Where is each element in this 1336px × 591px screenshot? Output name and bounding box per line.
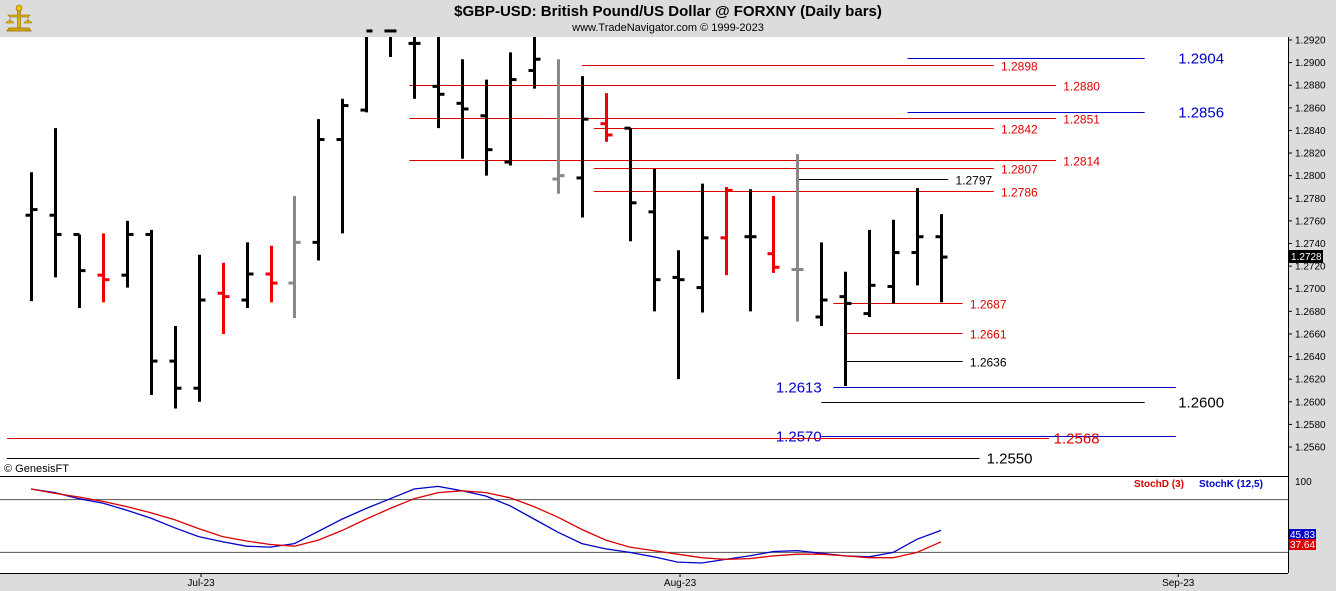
level-label: 1.2661 <box>970 328 1007 342</box>
price-tick-label: 1.2880 <box>1295 81 1326 92</box>
price-tick-label: 1.2640 <box>1295 352 1326 363</box>
level-label: 1.2550 <box>987 451 1033 468</box>
level-label: 1.2570 <box>776 429 822 446</box>
copyright-label: © GenesisFT <box>4 463 69 475</box>
stoch-series-line <box>30 488 942 561</box>
level-label: 1.2814 <box>1063 155 1100 169</box>
stochastic-panel <box>0 476 1288 573</box>
time-tick-label: Jul-23 <box>187 578 215 589</box>
last-price-badge <box>1289 250 1323 263</box>
stoch-k-value-badge <box>1289 529 1316 539</box>
price-tick-label: 1.2560 <box>1295 443 1326 454</box>
price-tick-label: 1.2760 <box>1295 216 1326 227</box>
time-tick-label: Sep-23 <box>1162 578 1195 589</box>
price-tick-label: 1.2780 <box>1295 194 1326 205</box>
stoch-d-value-badge <box>1289 539 1316 550</box>
stoch-tick-100: 100 <box>1295 477 1312 488</box>
level-label: 1.2797 <box>955 174 992 188</box>
price-tick-label: 1.2800 <box>1295 171 1326 182</box>
price-tick-label: 1.2680 <box>1295 307 1326 318</box>
level-label: 1.2636 <box>970 356 1007 370</box>
price-tick-label: 1.2840 <box>1295 126 1326 137</box>
stochastic-lines <box>0 485 1288 564</box>
price-panel <box>0 37 1288 476</box>
price-tick-label: 1.2920 <box>1295 36 1326 47</box>
price-tick-label: 1.2820 <box>1295 149 1326 160</box>
level-label: 1.2904 <box>1178 51 1224 68</box>
time-x-axis: Jul-23 Aug-23 Sep-23 <box>187 573 1195 589</box>
price-tick-label: 1.2720 <box>1295 262 1326 273</box>
level-label: 1.2807 <box>1001 163 1038 177</box>
level-label: 1.2898 <box>1001 60 1038 74</box>
price-tick-label: 1.2660 <box>1295 329 1326 340</box>
stoch-d-value: 37.64 <box>1290 540 1315 551</box>
legend-stochk: StochK (12,5) <box>1199 479 1263 490</box>
level-label: 1.2786 <box>1001 186 1038 200</box>
chart-title: $GBP-USD: British Pound/US Dollar @ FORX… <box>454 3 882 20</box>
price-tick-label: 1.2860 <box>1295 103 1326 114</box>
level-label: 1.2851 <box>1063 113 1100 127</box>
price-tick-label: 1.2600 <box>1295 397 1326 408</box>
legend-stochd: StochD (3) <box>1134 479 1184 490</box>
price-tick-label: 1.2700 <box>1295 284 1326 295</box>
level-label: 1.2600 <box>1178 395 1224 412</box>
time-tick-label: Aug-23 <box>664 578 697 589</box>
price-tick-label: 1.2580 <box>1295 420 1326 431</box>
level-label: 1.2856 <box>1178 105 1224 122</box>
level-label: 1.2880 <box>1063 80 1100 94</box>
price-tick-label: 1.2900 <box>1295 58 1326 69</box>
trade-navigator-logo-icon <box>5 4 33 32</box>
level-label: 1.2687 <box>970 298 1007 312</box>
level-label: 1.2568 <box>1054 431 1100 448</box>
level-label: 1.2842 <box>1001 123 1038 137</box>
price-y-axis: 1.2920 1.2900 1.2880 1.2860 1.2840 1.2820 1.28… <box>1288 36 1326 454</box>
support-resistance-levels: 1.2904 1.2898 1.2880 1.2856 1.2851 1.2842 1.28… <box>7 51 1224 468</box>
stoch-k-value: 45.83 <box>1290 530 1315 541</box>
stoch-series-line <box>30 485 942 564</box>
price-tick-label: 1.2740 <box>1295 239 1326 250</box>
ohlc-bars <box>25 29 948 409</box>
level-label: 1.2613 <box>776 380 822 397</box>
chart-subtitle: www.TradeNavigator.com © 1999-2023 <box>572 22 764 34</box>
chart-header: $GBP-USD: British Pound/US Dollar @ FORX… <box>0 0 1336 38</box>
last-price-value: 1.2728 <box>1291 252 1322 263</box>
price-tick-label: 1.2620 <box>1295 375 1326 386</box>
